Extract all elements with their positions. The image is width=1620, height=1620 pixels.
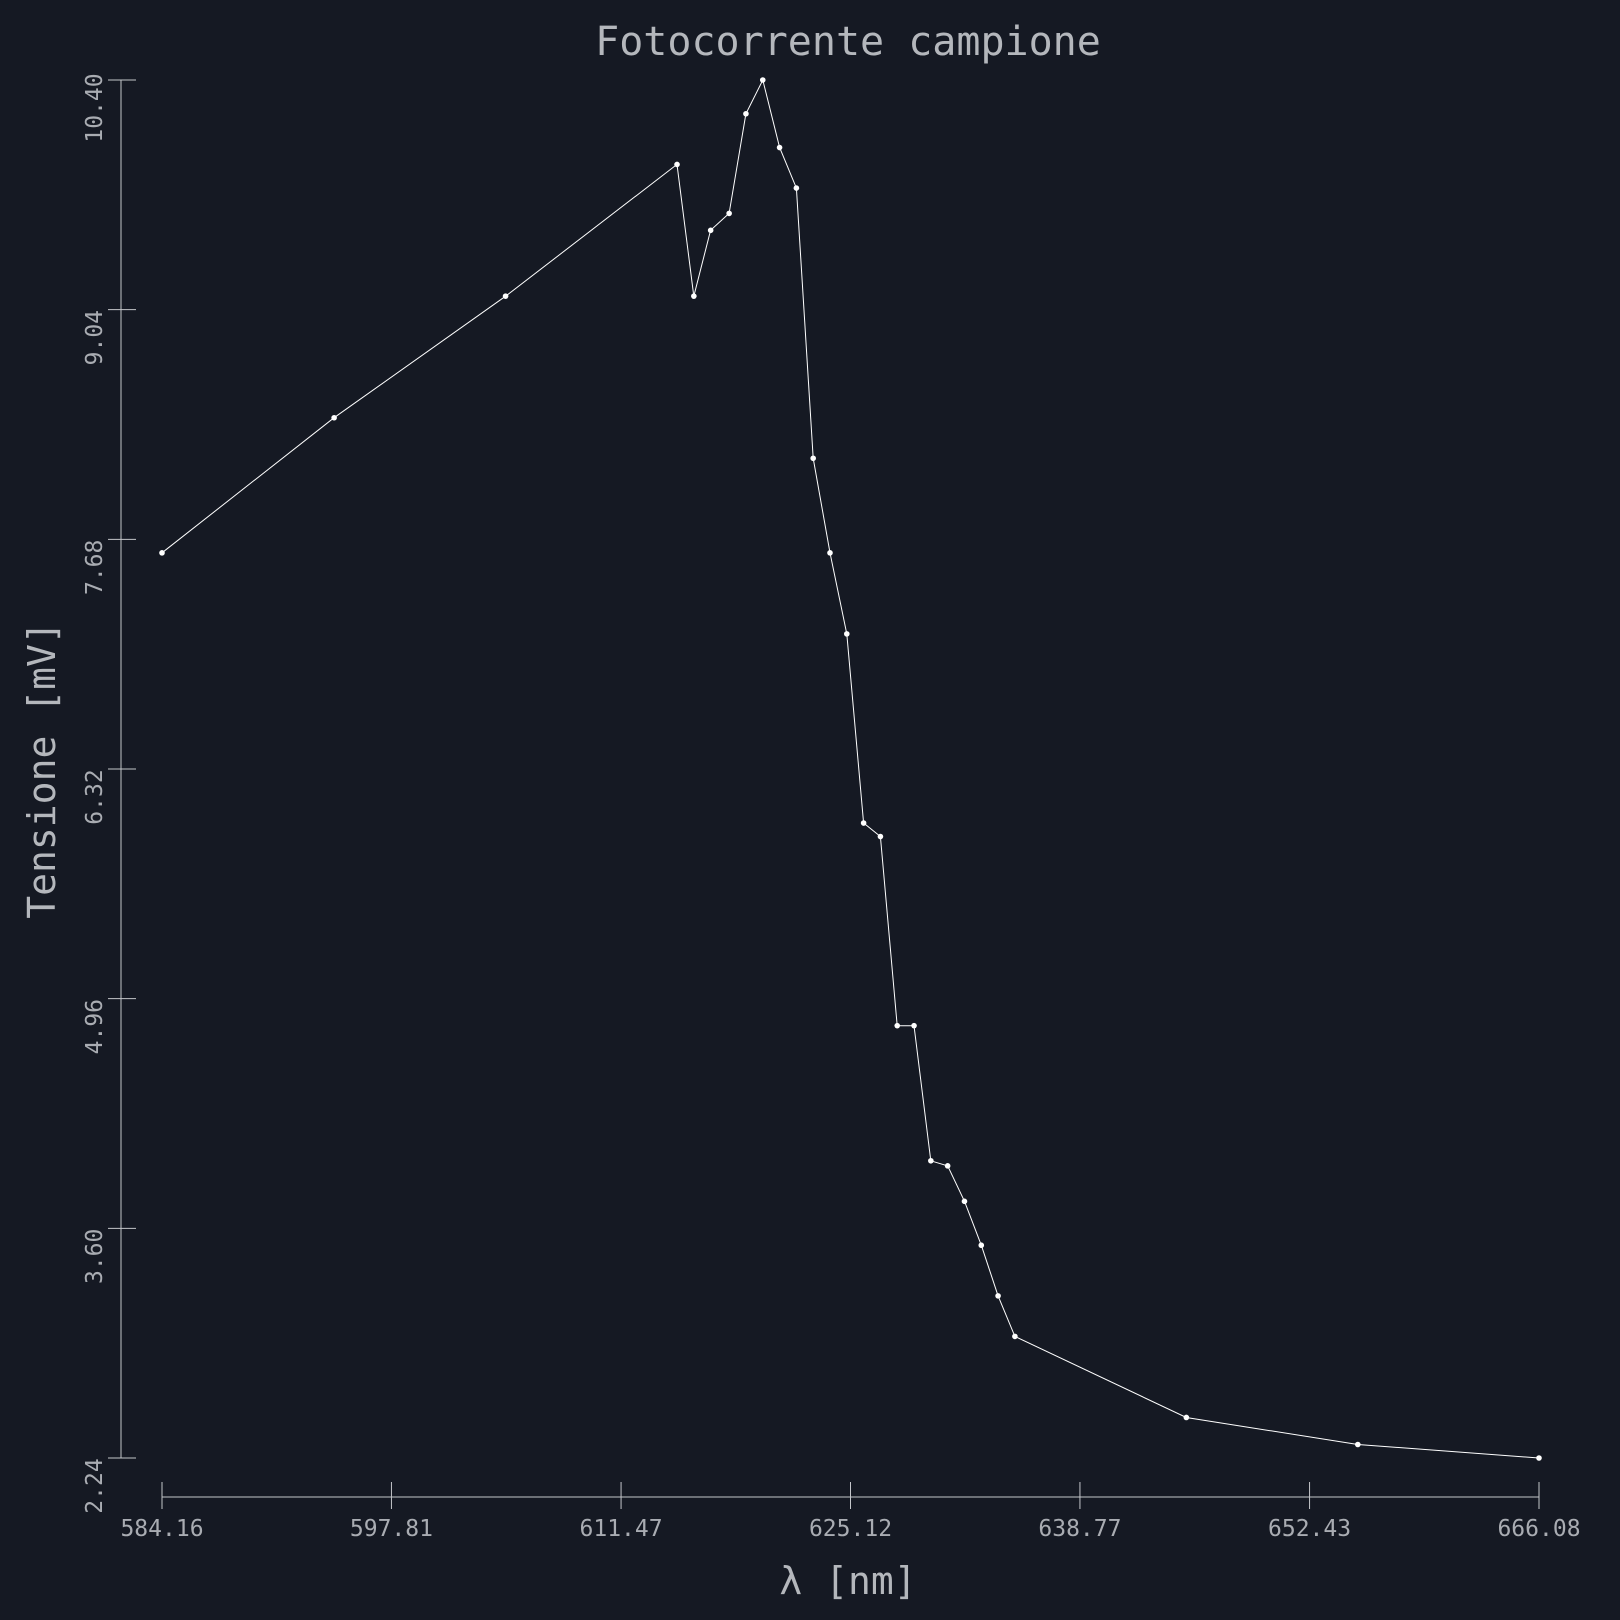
data-point: [827, 550, 833, 556]
chart-title: Fotocorrente campione: [595, 19, 1101, 65]
data-point: [961, 1198, 968, 1205]
series-line: [161, 78, 1540, 1459]
data-point: [759, 77, 766, 83]
x-tick-label: 666.08: [1497, 1516, 1580, 1542]
data-point: [860, 820, 867, 826]
data-point: [1354, 1441, 1361, 1448]
data-point: [793, 185, 800, 191]
x-tick-label: 652.43: [1268, 1516, 1351, 1542]
y-tick-label: 2.24: [82, 1458, 108, 1513]
data-point: [743, 110, 749, 117]
y-tick-label: 10.40: [82, 73, 108, 142]
data-point: [928, 1157, 934, 1164]
x-tick-label: 638.77: [1038, 1516, 1121, 1542]
x-tick-label: 611.47: [580, 1516, 663, 1542]
series-group: [159, 77, 1542, 1461]
x-tick-label: 597.81: [350, 1516, 433, 1542]
data-point: [995, 1293, 1001, 1299]
x-tick-label: 584.16: [120, 1516, 203, 1542]
x-tick-label: 625.12: [809, 1516, 892, 1542]
x-axis-label: λ [nm]: [779, 1559, 916, 1603]
y-tick-label: 4.96: [82, 999, 108, 1054]
data-point: [894, 1022, 901, 1029]
data-point: [1183, 1414, 1190, 1421]
y-tick-label: 3.60: [82, 1229, 108, 1284]
data-point: [944, 1163, 951, 1169]
y-axis-label: Tensione [mV]: [20, 621, 64, 918]
data-point: [978, 1242, 985, 1249]
data-point: [159, 550, 165, 556]
data-point: [877, 833, 884, 840]
data-point: [810, 455, 816, 462]
data-point: [502, 293, 509, 299]
data-point: [911, 1022, 917, 1029]
data-point: [844, 631, 850, 637]
data-point: [1012, 1333, 1018, 1340]
data-point: [331, 414, 337, 421]
x-axis-ticks: 584.16 597.81 611.47 625.12 638.77 652.43 666.…: [120, 1482, 1581, 1542]
data-point: [776, 144, 783, 151]
data-point: [707, 227, 714, 234]
y-tick-label: 9.04: [82, 310, 108, 365]
data-point: [1536, 1455, 1542, 1461]
y-tick-label: 6.32: [82, 769, 108, 824]
data-point: [674, 161, 680, 168]
y-axis-ticks: 2.24 3.60 4.96 6.32 7.68 9.04 10.40: [82, 73, 136, 1514]
data-point: [691, 293, 697, 299]
data-point: [726, 210, 732, 217]
y-tick-label: 7.68: [82, 540, 108, 595]
